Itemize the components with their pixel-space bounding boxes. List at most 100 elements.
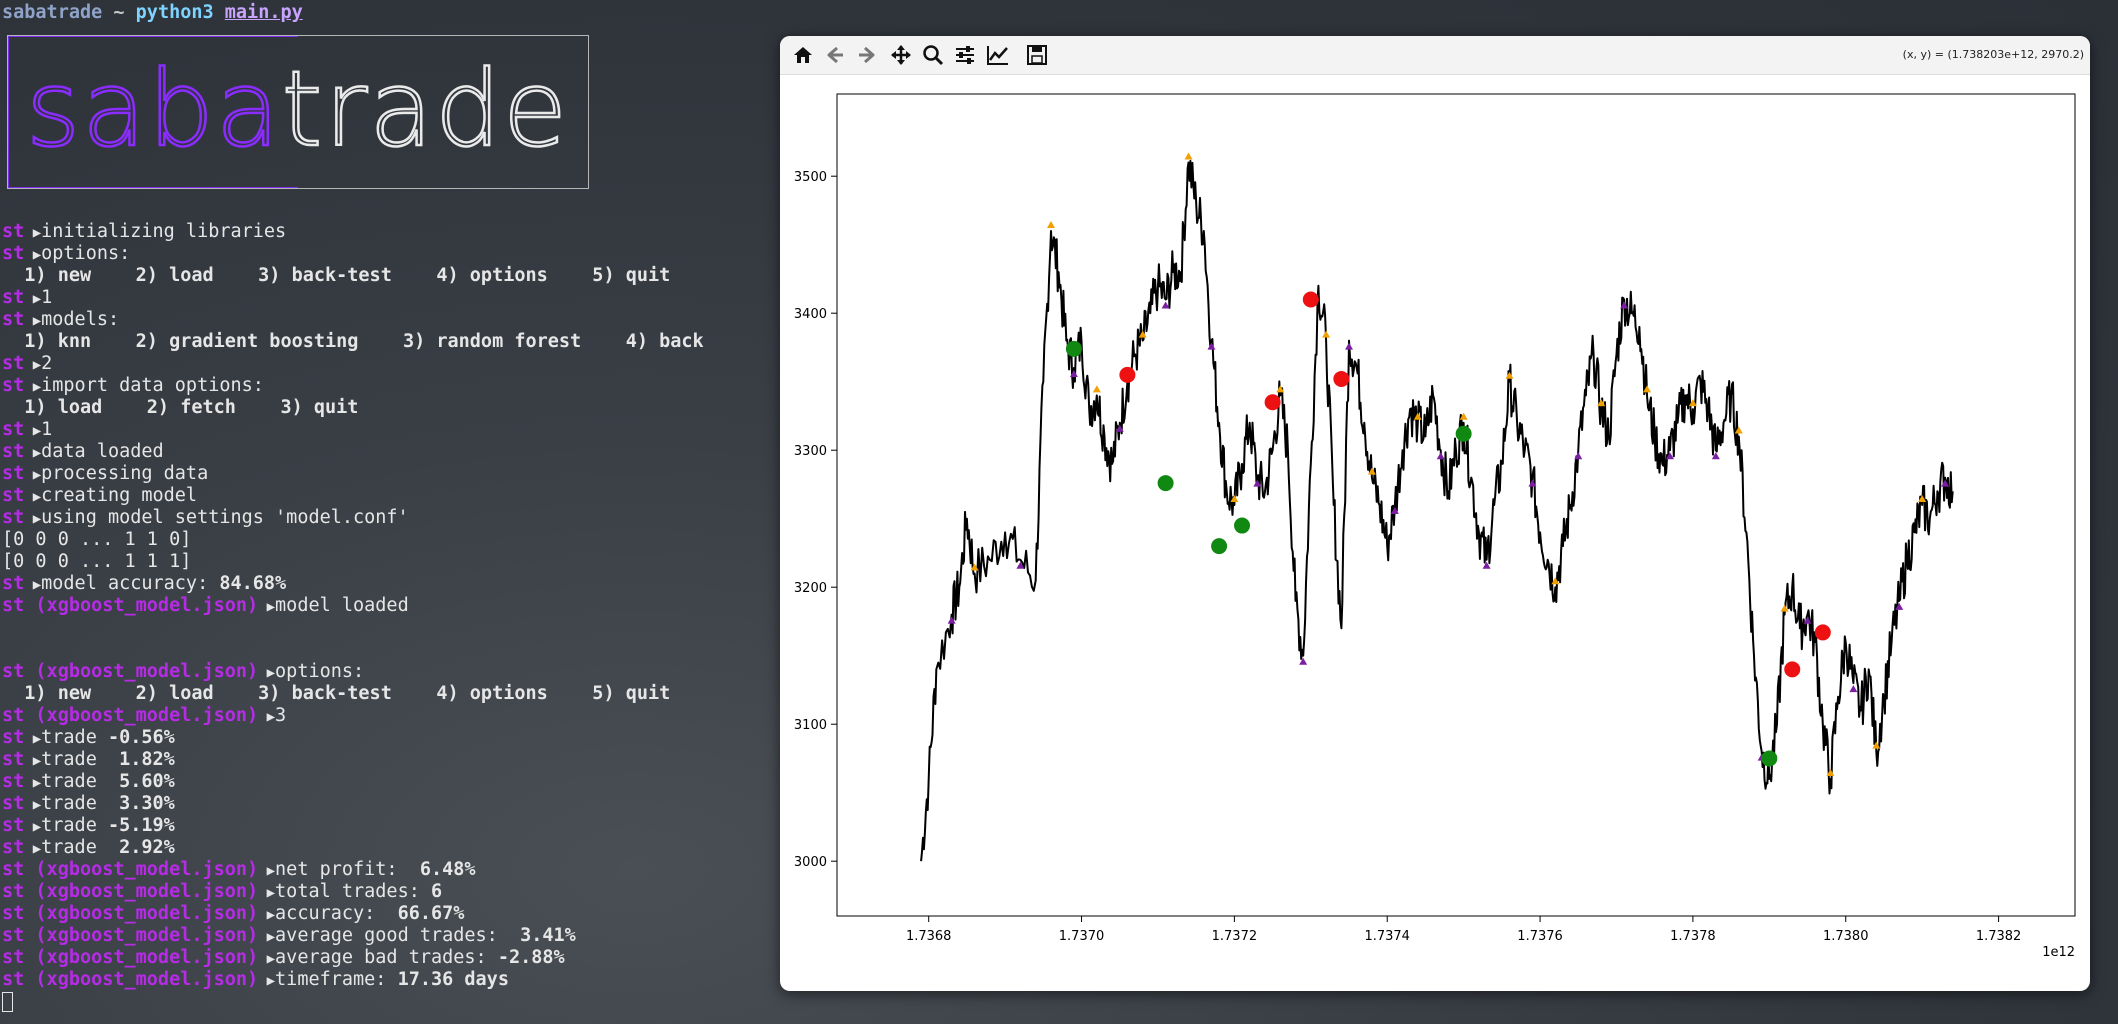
line-text: net profit: (275, 859, 420, 880)
signal-marker (1872, 741, 1881, 749)
line-text: data loaded (41, 441, 164, 462)
signal-marker (1803, 616, 1812, 624)
edit-axis-button[interactable] (984, 41, 1012, 69)
line-value: 1.82% (107, 749, 175, 770)
prompt-arrow-icon: ▶ (24, 841, 42, 857)
signal-marker (1620, 301, 1629, 309)
line-value: 3.30% (107, 793, 175, 814)
home-icon (794, 47, 812, 63)
x-tick-label: 1.7380 (1823, 929, 1869, 944)
signal-marker (1918, 495, 1927, 502)
configure-subplots-button[interactable] (951, 41, 979, 69)
terminal-line: st ▶initializing libraries (2, 221, 704, 243)
signal-marker (1826, 769, 1835, 776)
prompt-arrow-icon: ▶ (24, 247, 42, 263)
price-chart[interactable]: 1.7368 1.7370 1.7372 1.7374 1.7376 1.7378 1.73… (780, 74, 2090, 991)
terminal-line: st ▶models: (2, 309, 704, 331)
line-value: -2.88% (497, 947, 565, 968)
line-prefix: st (2, 727, 25, 748)
signal-marker (1253, 479, 1262, 487)
banner-frame (8, 36, 298, 188)
signal-marker (1092, 385, 1101, 393)
terminal-line: st (xgboost_model.json) ▶average bad tra… (2, 947, 704, 969)
line-prefix: st (2, 507, 25, 528)
prompt-arrow-icon: ▶ (258, 973, 276, 989)
signal-marker (1069, 370, 1078, 377)
signal-marker (1941, 479, 1950, 487)
terminal-pane[interactable]: sabatrade ~ python3 main.py sabatrade st… (0, 0, 780, 1024)
signal-marker (1322, 330, 1331, 338)
line-prefix: st (xgboost_model.json) (2, 661, 259, 682)
plot-area (836, 93, 2076, 917)
line-text: model accuracy: (41, 573, 220, 594)
line-value: 3.41% (520, 925, 576, 946)
prompt-arrow-icon: ▶ (24, 489, 42, 505)
prompt-arrow-icon: ▶ (24, 313, 42, 329)
signal-marker (1276, 385, 1285, 393)
plot-window[interactable]: (x, y) = (1.738203e+12, 2970.2) 1.7368 1.… (780, 36, 2090, 991)
line-text: models: (41, 309, 120, 330)
signal-marker (1734, 426, 1743, 434)
line-text: 1) new 2) load 3) back-test 4) options 5… (2, 265, 671, 286)
pan-button[interactable] (887, 41, 915, 69)
input-line[interactable] (2, 991, 704, 1013)
signal-marker (1482, 561, 1491, 569)
forward-button[interactable] (853, 41, 881, 69)
prompt-arrow-icon: ▶ (24, 511, 42, 527)
line-text: [0 0 0 ... 1 1 0] (2, 529, 192, 550)
line-prefix: st (2, 463, 25, 484)
line-value: 17.36 days (397, 969, 509, 990)
line-text: trade (41, 793, 108, 814)
save-button[interactable] (1023, 41, 1051, 69)
pan-icon (891, 45, 911, 65)
logo-part-trade: trade (280, 48, 569, 170)
zoom-icon (923, 45, 944, 66)
save-icon (1027, 45, 1047, 65)
prompt-arrow-icon: ▶ (24, 819, 42, 835)
trade-markers (947, 152, 1950, 776)
prompt-arrow-icon: ▶ (24, 379, 42, 395)
x-tick-label: 1.7372 (1212, 929, 1258, 944)
terminal-line: [0 0 0 ... 1 1 1] (2, 551, 704, 573)
command-line: sabatrade ~ python3 main.py (2, 2, 303, 23)
line-text: trade (41, 837, 108, 858)
line-text: timeframe: (275, 969, 398, 990)
terminal-line: st (xgboost_model.json) ▶timeframe: 17.3… (2, 969, 704, 991)
terminal-line: st (xgboost_model.json) ▶3 (2, 705, 704, 727)
line-prefix: st (2, 771, 25, 792)
line-prefix: st (xgboost_model.json) (2, 881, 259, 902)
prompt-arrow-icon: ▶ (24, 423, 42, 439)
signal-marker (1780, 604, 1789, 612)
forward-arrow-icon (859, 46, 875, 64)
configure-subplots-icon (956, 46, 974, 64)
terminal-cursor[interactable] (2, 992, 13, 1012)
line-prefix: st (2, 793, 25, 814)
terminal-line: st ▶1 (2, 419, 704, 441)
line-prefix: st (2, 815, 25, 836)
line-prefix: st (xgboost_model.json) (2, 903, 259, 924)
line-prefix: st (xgboost_model.json) (2, 925, 259, 946)
line-prefix: st (2, 353, 25, 374)
terminal-line: 1) knn 2) gradient boosting 3) random fo… (2, 331, 703, 353)
line-text: average good trades: (275, 925, 521, 946)
signal-marker (1459, 412, 1468, 420)
price-series-line (920, 159, 1954, 862)
terminal-line: st ▶import data options: (2, 375, 704, 397)
y-axis: 3000 3100 3200 3300 3400 3500 (794, 170, 837, 870)
line-value: 6.48% (419, 859, 476, 880)
line-text: import data options: (41, 375, 264, 396)
signal-marker (1390, 507, 1399, 514)
prompt-arrow-icon: ▶ (258, 665, 276, 681)
line-text: average bad trades: (275, 947, 498, 968)
line-text: model loaded (275, 595, 409, 616)
signal-marker (1436, 452, 1445, 460)
signal-marker (1016, 561, 1025, 569)
signal-marker (970, 563, 979, 571)
sell-marker (1784, 661, 1801, 678)
y-tick-label: 3500 (794, 170, 827, 185)
back-button[interactable] (821, 41, 849, 69)
zoom-button[interactable] (919, 41, 947, 69)
signal-marker (1551, 577, 1560, 585)
signal-marker (1184, 152, 1193, 160)
home-button[interactable] (789, 41, 817, 69)
